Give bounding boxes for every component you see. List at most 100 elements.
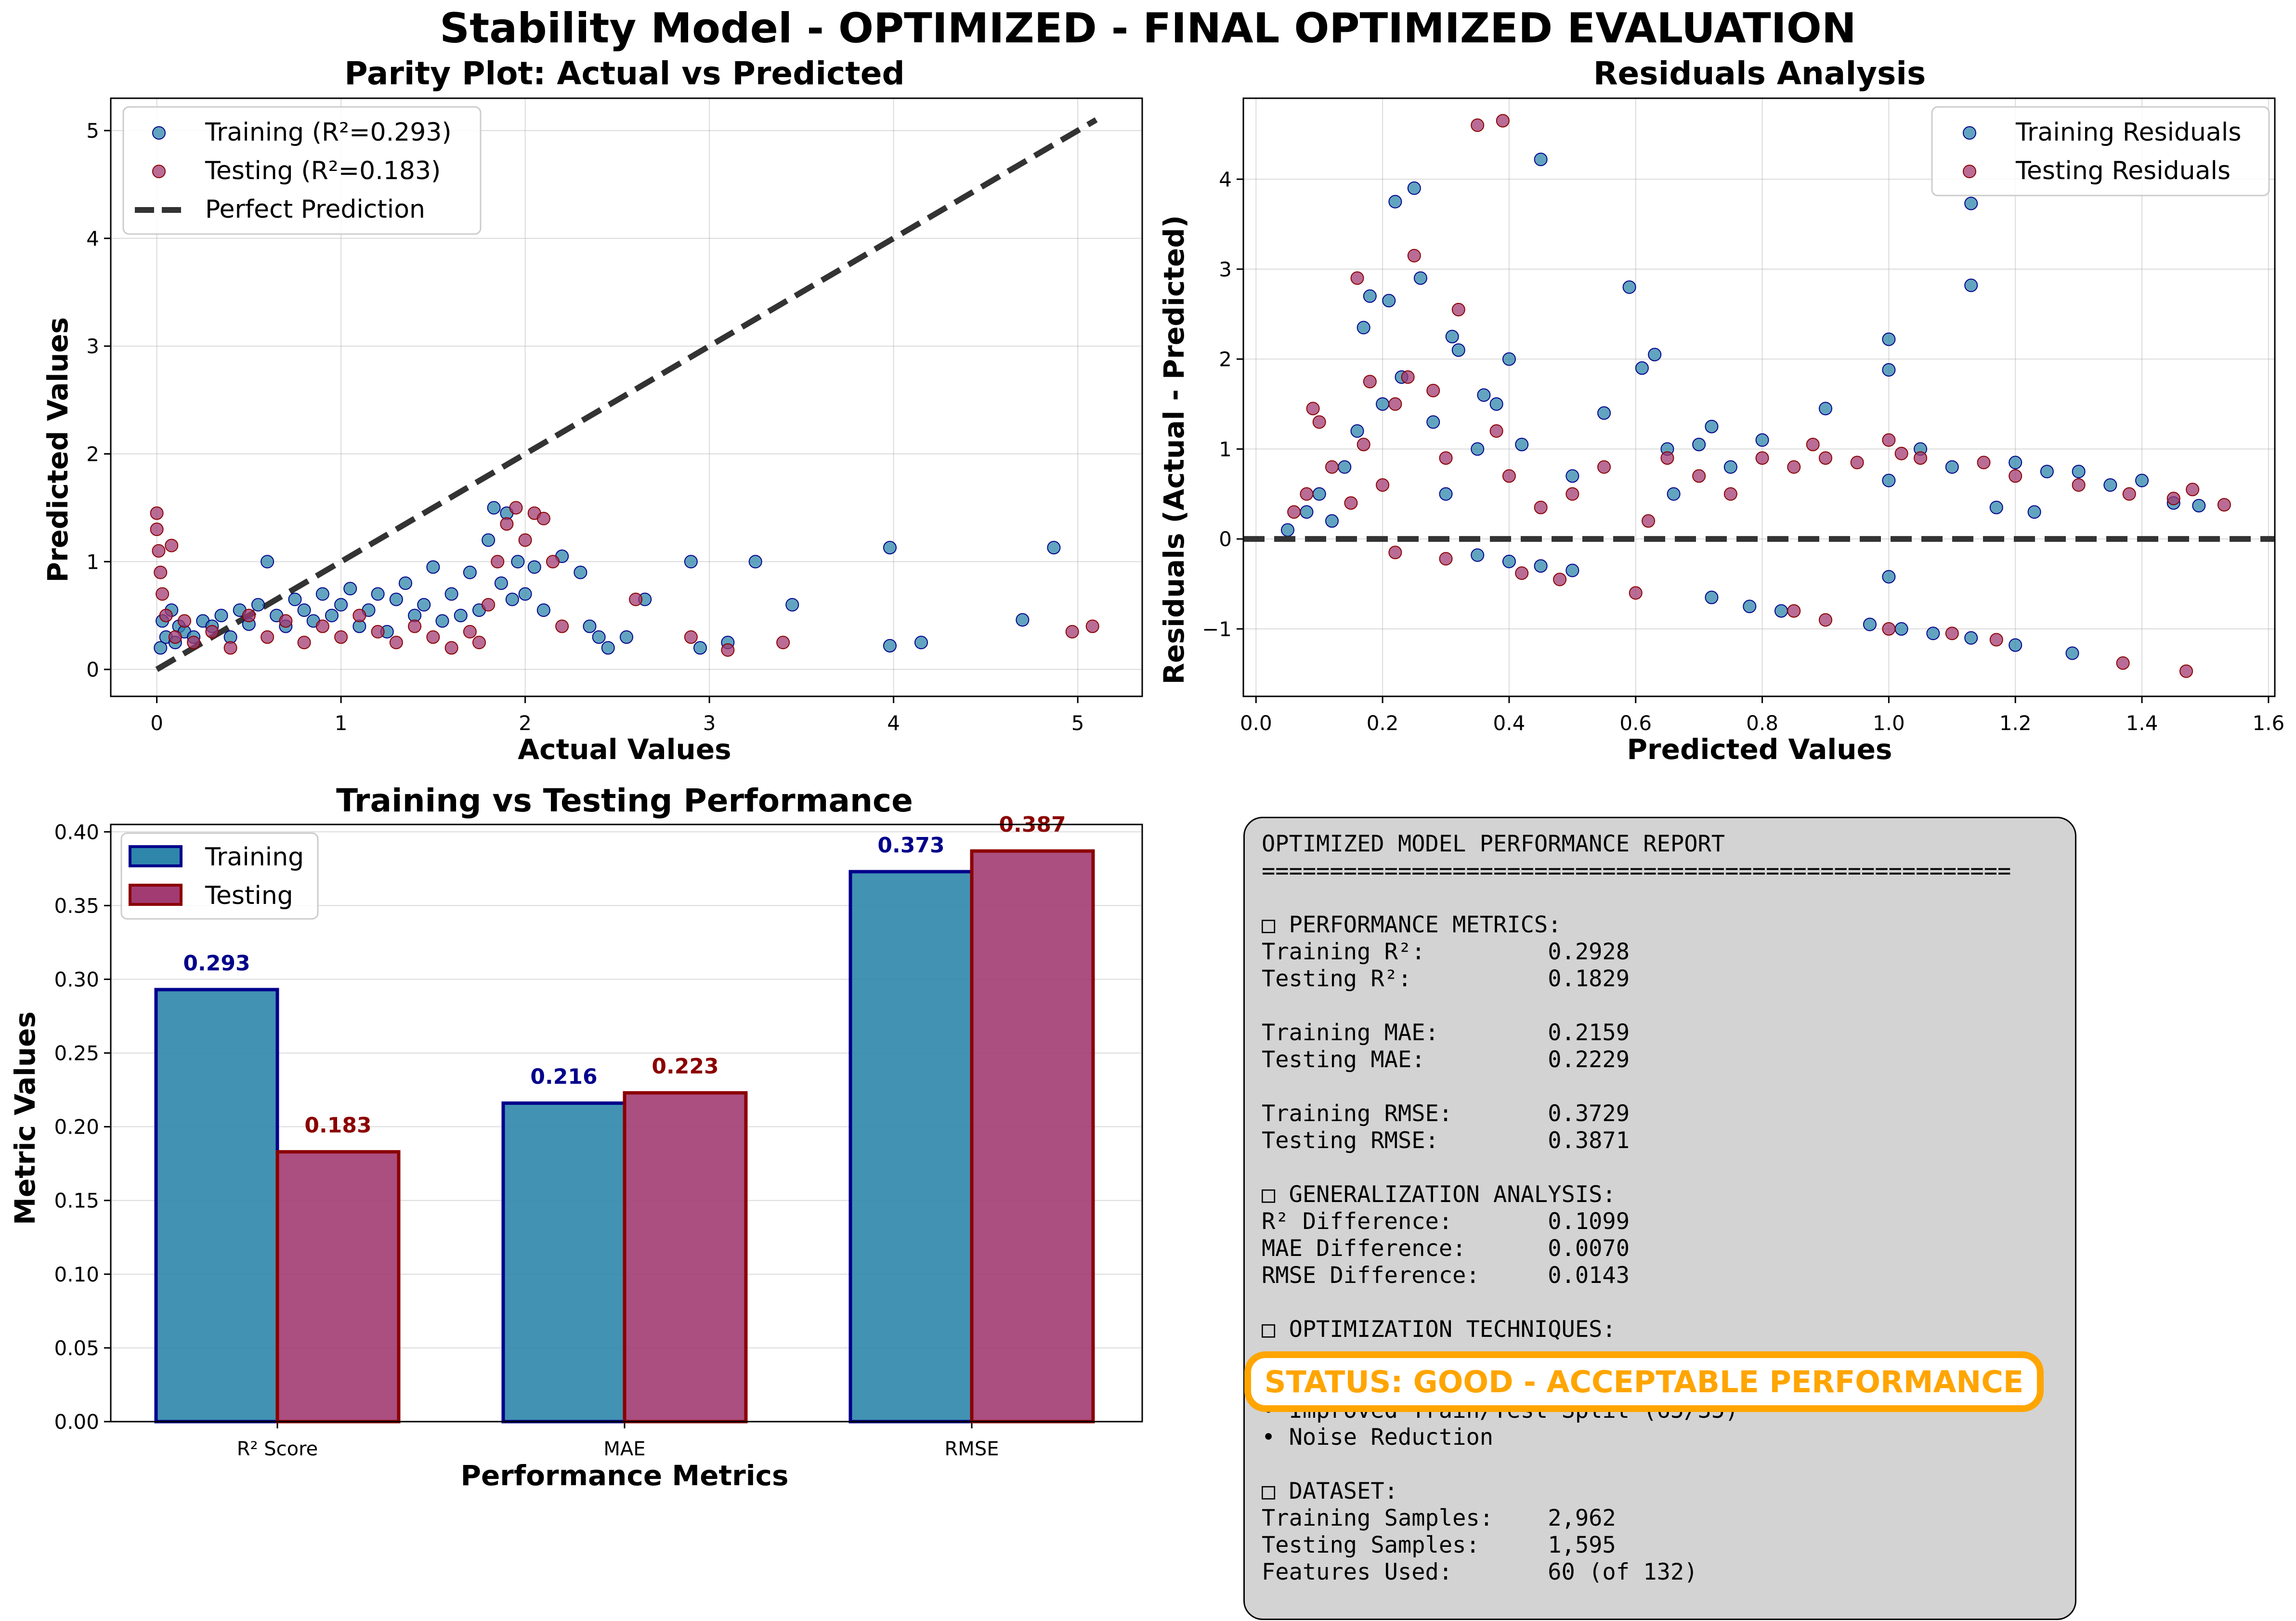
training-point [1894, 622, 1908, 636]
training-point [325, 609, 339, 623]
testing-point [1312, 415, 1326, 429]
report-line: R² Difference: 0.1099 [1262, 1208, 1630, 1235]
status-badge: STATUS: GOOD - ACCEPTABLE PERFORMANCE [1244, 1351, 2044, 1412]
y-tick-label: 1 [1219, 437, 1232, 461]
training-point [518, 587, 532, 601]
training-point [1534, 153, 1548, 167]
training-point [536, 603, 550, 617]
y-tick-label: 0 [1219, 527, 1232, 551]
training-point [583, 619, 597, 633]
testing-point [279, 614, 293, 628]
testing-point [491, 555, 505, 569]
training-point [511, 555, 525, 569]
x-tick-label: 1.0 [1873, 711, 1905, 735]
legend-training-label: Training (R²=0.293) [205, 118, 452, 147]
testing-point [1306, 402, 1320, 416]
testing-point [518, 533, 532, 547]
legend-testing-marker [1963, 165, 1976, 178]
training-point [1743, 600, 1757, 614]
training-point [1382, 294, 1396, 308]
x-tick-label: 2 [519, 711, 532, 735]
x-tick-label: 0.6 [1619, 711, 1652, 735]
legend-testing-label: Testing Residuals [2015, 157, 2231, 185]
y-tick-label: 3 [1219, 258, 1232, 281]
training-point [785, 598, 799, 612]
testing-point [1553, 573, 1567, 587]
training-point [261, 555, 274, 569]
testing-bar [623, 1091, 748, 1424]
testing-bar-value-label: 0.183 [304, 1113, 371, 1138]
bar-chart-xlabel: Performance Metrics [460, 1459, 788, 1492]
training-point [389, 592, 403, 606]
y-tick-label: 0.25 [54, 1042, 99, 1065]
x-tick-label: 1.4 [2126, 711, 2158, 735]
report-line: □ DATASET: [1262, 1478, 1398, 1504]
testing-point [1376, 478, 1390, 492]
x-tick-label: RMSE [945, 1438, 999, 1460]
training-point [1648, 348, 1662, 362]
y-tick-label: 0.05 [54, 1336, 99, 1360]
testing-point [1515, 566, 1529, 580]
y-tick-label: −1 [1202, 617, 1232, 641]
testing-point [1344, 496, 1358, 510]
testing-point [1451, 302, 1465, 316]
y-tick-label: 2 [1219, 348, 1232, 371]
testing-point [1439, 451, 1453, 465]
training-point [2103, 478, 2117, 492]
training-point [592, 630, 606, 644]
training-point [1534, 559, 1548, 573]
training-point [454, 609, 468, 623]
training-point [1705, 419, 1719, 433]
testing-point [1388, 397, 1402, 411]
parity-xlabel: Actual Values [518, 733, 731, 766]
legend-testing-label: Testing (R²=0.183) [205, 157, 441, 185]
training-point [1502, 352, 1516, 366]
testing-point [242, 609, 256, 623]
testing-point [371, 625, 385, 639]
training-point [2135, 473, 2149, 487]
testing-point [1787, 604, 1801, 618]
testing-point [1426, 383, 1440, 397]
report-line [1262, 1073, 2011, 1100]
training-point [1989, 500, 2003, 514]
report-line: OPTIMIZED MODEL PERFORMANCE REPORT [1262, 831, 1725, 857]
x-tick-label: 0 [150, 711, 163, 735]
testing-point [1350, 271, 1364, 285]
testing-point [150, 523, 164, 536]
plot-frame [110, 824, 1143, 1423]
testing-point [1787, 460, 1801, 474]
legend-perfect-label: Perfect Prediction [205, 195, 425, 224]
testing-point [500, 517, 514, 531]
report-line: Features Used: 60 (of 132) [1262, 1559, 1698, 1585]
training-point [1407, 181, 1421, 195]
y-tick-label: 4 [86, 227, 99, 250]
testing-point [1300, 487, 1314, 501]
training-point [487, 501, 501, 515]
testing-point [1723, 487, 1737, 501]
x-tick-label: 5 [1071, 711, 1084, 735]
legend-training-swatch [129, 845, 183, 867]
training-point [684, 555, 698, 569]
testing-point [352, 609, 366, 623]
y-tick-label: 0 [86, 658, 99, 681]
report-line: MAE Difference: 0.0070 [1262, 1235, 1630, 1262]
training-point [1964, 631, 1978, 645]
training-point [1755, 433, 1769, 447]
y-tick-label: 4 [1219, 168, 1232, 191]
training-point [1882, 332, 1896, 346]
legend-training-label: Training Residuals [2015, 118, 2241, 147]
performance-bar-chart: Training vs Testing Performance Performa… [9, 782, 1143, 1492]
bar-chart-ylabel: Metric Values [9, 1011, 41, 1225]
legend-training-marker [1963, 126, 1976, 140]
training-point [1882, 473, 1896, 487]
training-point [1622, 280, 1636, 294]
training-point [214, 609, 228, 623]
training-point [1489, 397, 1503, 411]
legend-testing-marker [152, 165, 166, 178]
x-tick-label: MAE [603, 1438, 645, 1460]
training-point [1635, 361, 1649, 375]
testing-point [1357, 438, 1370, 452]
y-tick-label: 0.15 [54, 1189, 99, 1213]
training-point [435, 614, 449, 628]
testing-point [205, 625, 219, 639]
